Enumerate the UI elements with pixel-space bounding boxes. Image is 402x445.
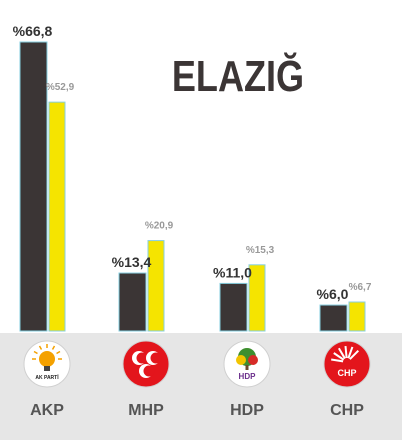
chp-arrow	[344, 345, 348, 359]
bar-mhp-primary	[118, 272, 147, 332]
akp-bulb-base	[44, 366, 50, 371]
akp-bulb-shape	[39, 351, 55, 367]
hdp-logo-text: HDP	[239, 372, 257, 381]
chp-arrow	[347, 346, 354, 359]
category-label-chp: CHP	[330, 402, 364, 419]
bar-mhp-secondary	[147, 240, 165, 332]
bar-akp-secondary	[48, 101, 66, 332]
akp-ray	[38, 345, 43, 350]
mhp-crescent-inner	[136, 352, 148, 364]
label-chp-secondary: %6,7	[349, 282, 372, 293]
hdp-tree-leaf-red	[248, 355, 258, 365]
chp-arrow	[337, 347, 346, 360]
label-akp-primary: %66,8	[13, 23, 53, 39]
label-chp-primary: %6,0	[317, 286, 349, 302]
akp-ray	[56, 350, 61, 355]
chp-six-arrows-logo	[323, 340, 371, 388]
bar-akp-primary	[19, 41, 48, 332]
category-label-hdp: HDP	[230, 402, 264, 419]
hdp-tree-trunk	[245, 365, 249, 370]
bar-chp-secondary	[348, 301, 366, 332]
chart-title: ELAZIĞ	[172, 51, 304, 101]
bar-hdp-primary	[219, 282, 248, 332]
akp-ray	[33, 350, 38, 355]
chp-arrow	[349, 349, 360, 360]
bar-chp-primary	[319, 304, 348, 332]
chp-arrow	[331, 358, 344, 363]
akp-logo-text: AK PARTİ	[35, 374, 59, 381]
chp-logo-text: CHP	[337, 368, 356, 378]
bar-hdp-secondary	[248, 264, 266, 332]
category-label-akp: AKP	[30, 402, 64, 419]
label-mhp-secondary: %20,9	[145, 221, 174, 232]
category-label-mhp: MHP	[128, 402, 164, 419]
chp-arrow	[333, 352, 345, 361]
label-mhp-primary: %13,4	[112, 254, 152, 270]
label-hdp-secondary: %15,3	[246, 245, 275, 256]
akp-ray	[51, 345, 56, 350]
hdp-tree-leaf-yellow	[236, 355, 246, 365]
mhp-crescent-inner	[143, 365, 155, 377]
mhp-crescent-inner	[150, 352, 162, 364]
label-hdp-primary: %11,0	[213, 264, 252, 280]
label-akp-secondary: %52,9	[46, 82, 75, 93]
